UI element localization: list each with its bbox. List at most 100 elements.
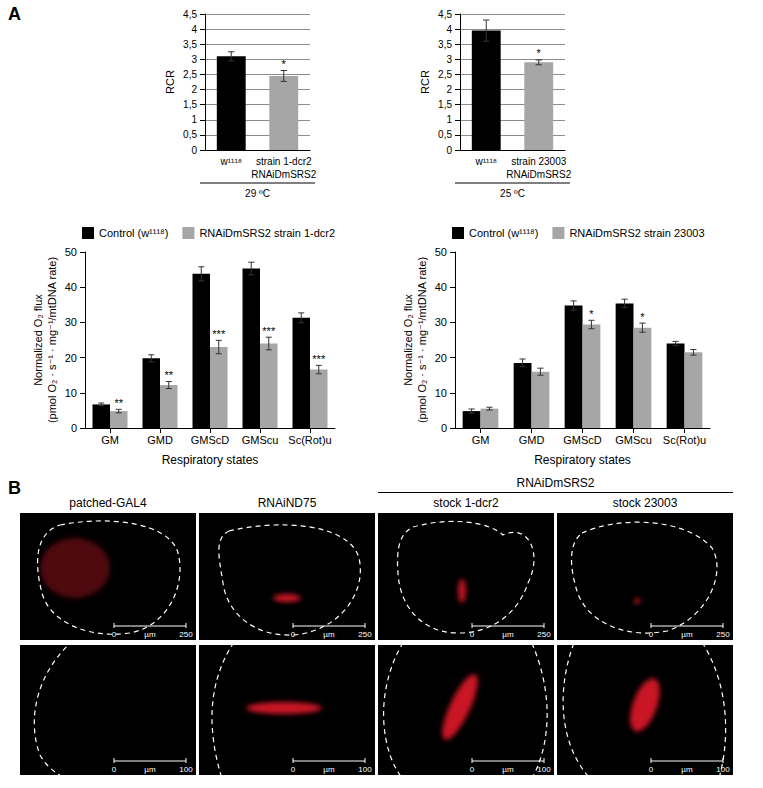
svg-text:GMScu: GMScu (615, 434, 652, 446)
svg-text:250: 250 (537, 630, 551, 639)
svg-text:1,5: 1,5 (183, 99, 197, 110)
svg-text:Sc(Rot)u: Sc(Rot)u (288, 434, 331, 446)
svg-text:0,5: 0,5 (438, 129, 452, 140)
svg-text:250: 250 (179, 630, 193, 639)
svg-text:RNAiDmSRS2 strain 1-dcr2: RNAiDmSRS2 strain 1-dcr2 (199, 227, 335, 239)
svg-text:100: 100 (358, 765, 372, 774)
svg-text:10: 10 (435, 387, 447, 399)
svg-text:0: 0 (291, 630, 296, 639)
svg-text:4: 4 (446, 24, 452, 35)
svg-text:GMScD: GMScD (563, 434, 602, 446)
svg-text:40: 40 (435, 281, 447, 293)
svg-text:µm: µm (502, 765, 514, 774)
svg-text:GMD: GMD (147, 434, 173, 446)
svg-text:0: 0 (191, 145, 197, 156)
svg-text:0: 0 (649, 765, 654, 774)
svg-text:0: 0 (71, 422, 77, 434)
svg-text:4: 4 (191, 24, 197, 35)
svg-text:2,5: 2,5 (438, 69, 452, 80)
svg-text:*: * (282, 58, 287, 70)
svg-text:4,5: 4,5 (438, 9, 452, 20)
svg-text:250: 250 (716, 630, 730, 639)
svg-text:***: *** (212, 328, 226, 340)
svg-text:1: 1 (446, 114, 452, 125)
svg-text:0: 0 (441, 422, 447, 434)
svg-text:20: 20 (435, 352, 447, 364)
html-text:patched-GAL4: patched-GAL4 (69, 496, 147, 510)
svg-text:RNAiDmSRS2 strain 23003: RNAiDmSRS2 strain 23003 (569, 227, 704, 239)
svg-text:250: 250 (358, 630, 372, 639)
svg-text:3,5: 3,5 (183, 39, 197, 50)
html-text:stock 1-dcr2: stock 1-dcr2 (433, 496, 499, 510)
svg-text:25 ºC: 25 ºC (500, 188, 525, 199)
svg-text:40: 40 (65, 281, 77, 293)
svg-text:GM: GM (472, 434, 490, 446)
svg-text:Control (w¹¹¹⁸): Control (w¹¹¹⁸) (99, 227, 168, 239)
svg-text:(pmol O₂ · s⁻¹ · mg⁻¹/mtDNA ra: (pmol O₂ · s⁻¹ · mg⁻¹/mtDNA rate) (416, 257, 428, 423)
html-text:stock 23003: stock 23003 (612, 496, 678, 510)
svg-text:50: 50 (435, 246, 447, 258)
svg-text:0: 0 (470, 630, 475, 639)
svg-text:30: 30 (65, 316, 77, 328)
svg-text:50: 50 (65, 246, 77, 258)
svg-text:RNAiDmSRS2: RNAiDmSRS2 (251, 169, 316, 180)
svg-text:**: ** (164, 369, 173, 381)
svg-text:Respiratory states: Respiratory states (534, 453, 631, 467)
html-text:RNAiDmSRS2: RNAiDmSRS2 (516, 476, 595, 490)
svg-text:***: *** (262, 325, 276, 337)
svg-text:µm: µm (681, 765, 693, 774)
svg-text:Sc(Rot)u: Sc(Rot)u (663, 434, 706, 446)
svg-text:µm: µm (323, 765, 335, 774)
svg-text:w¹¹¹⁸: w¹¹¹⁸ (220, 156, 242, 167)
html-text:RNAiND75: RNAiND75 (257, 496, 317, 510)
svg-text:µm: µm (502, 630, 514, 639)
svg-text:Respiratory states: Respiratory states (162, 453, 259, 467)
svg-text:µm: µm (144, 765, 156, 774)
svg-text:2: 2 (446, 84, 452, 95)
svg-text:µm: µm (681, 630, 693, 639)
svg-text:0: 0 (112, 630, 117, 639)
svg-text:RCR: RCR (164, 70, 176, 94)
svg-text:100: 100 (179, 765, 193, 774)
svg-text:GMD: GMD (519, 434, 545, 446)
svg-text:1: 1 (191, 114, 197, 125)
svg-text:4,5: 4,5 (183, 9, 197, 20)
svg-text:0: 0 (470, 765, 475, 774)
svg-text:Normalized O₂ flux: Normalized O₂ flux (32, 294, 44, 386)
svg-text:***: *** (312, 353, 326, 365)
svg-text:0: 0 (649, 630, 654, 639)
svg-text:RCR: RCR (419, 70, 431, 94)
svg-text:µm: µm (144, 630, 156, 639)
svg-text:Normalized O₂ flux: Normalized O₂ flux (402, 294, 414, 386)
svg-text:30: 30 (435, 316, 447, 328)
svg-text:strain 1-dcr2: strain 1-dcr2 (256, 156, 312, 167)
svg-text:29 ºC: 29 ºC (245, 188, 270, 199)
svg-text:0: 0 (112, 765, 117, 774)
svg-text:10: 10 (65, 387, 77, 399)
svg-text:µm: µm (323, 630, 335, 639)
svg-text:0: 0 (446, 145, 452, 156)
svg-text:3: 3 (191, 54, 197, 65)
svg-text:*: * (537, 47, 542, 59)
svg-text:1,5: 1,5 (438, 99, 452, 110)
svg-text:RNAiDmSRS2: RNAiDmSRS2 (506, 169, 571, 180)
svg-text:0: 0 (291, 765, 296, 774)
svg-text:100: 100 (716, 765, 730, 774)
svg-text:3: 3 (446, 54, 452, 65)
svg-text:100: 100 (537, 765, 551, 774)
svg-text:GMScD: GMScD (191, 434, 230, 446)
svg-text:GM: GM (101, 434, 119, 446)
svg-text:0,5: 0,5 (183, 129, 197, 140)
svg-text:20: 20 (65, 352, 77, 364)
svg-text:**: ** (114, 397, 123, 409)
svg-text:(pmol O₂ · s⁻¹ · mg⁻¹/mtDNA ra: (pmol O₂ · s⁻¹ · mg⁻¹/mtDNA rate) (46, 257, 58, 423)
svg-text:2,5: 2,5 (183, 69, 197, 80)
svg-text:2: 2 (191, 84, 197, 95)
svg-text:3,5: 3,5 (438, 39, 452, 50)
svg-text:GMScu: GMScu (242, 434, 279, 446)
svg-text:strain 23003: strain 23003 (511, 156, 566, 167)
svg-text:Control (w¹¹¹⁸): Control (w¹¹¹⁸) (469, 227, 538, 239)
svg-text:*: * (589, 308, 594, 320)
svg-text:*: * (640, 311, 645, 323)
svg-text:w¹¹¹⁸: w¹¹¹⁸ (475, 156, 497, 167)
